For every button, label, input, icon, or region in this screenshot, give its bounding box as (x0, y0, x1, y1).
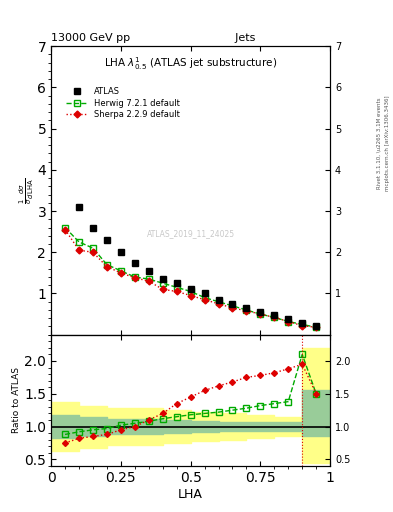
Text: 13000 GeV pp                              Jets: 13000 GeV pp Jets (51, 33, 255, 42)
Text: Rivet 3.1.10, \u2265 3.1M events: Rivet 3.1.10, \u2265 3.1M events (377, 98, 382, 189)
Y-axis label: $\frac{1}{\sigma}\frac{d\sigma}{d\,\mathrm{LHA}}$: $\frac{1}{\sigma}\frac{d\sigma}{d\,\math… (18, 177, 36, 204)
X-axis label: LHA: LHA (178, 487, 203, 501)
Legend: ATLAS, Herwig 7.2.1 default, Sherpa 2.2.9 default: ATLAS, Herwig 7.2.1 default, Sherpa 2.2.… (64, 85, 182, 122)
Text: mcplots.cern.ch [arXiv:1306.3436]: mcplots.cern.ch [arXiv:1306.3436] (385, 96, 389, 191)
Text: ATLAS_2019_11_24025: ATLAS_2019_11_24025 (147, 229, 235, 238)
Text: LHA $\lambda^1_{0.5}$ (ATLAS jet substructure): LHA $\lambda^1_{0.5}$ (ATLAS jet substru… (104, 55, 277, 72)
Y-axis label: Ratio to ATLAS: Ratio to ATLAS (13, 367, 22, 433)
